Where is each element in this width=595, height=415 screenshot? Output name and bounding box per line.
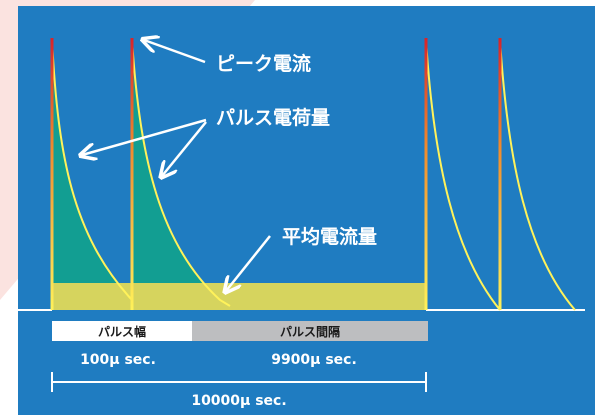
average-current-label: 平均電流量: [282, 225, 377, 248]
pulse-interval-label: パルス間隔: [280, 324, 340, 339]
pulse-width-box: [52, 321, 192, 341]
pulse-interval-box: [192, 321, 428, 341]
pulse-width-label: パルス幅: [98, 324, 146, 339]
average-current-band: [52, 283, 426, 310]
peak-current-label: ピーク電流: [216, 52, 311, 75]
pulse-decay-1: [51, 39, 133, 301]
pulse-edge-4: [498, 38, 502, 310]
pulse-charge-area-2: [132, 40, 220, 310]
pulse-decay-2: [131, 39, 231, 307]
pulse-charge-arrow-2: [162, 121, 207, 176]
pulse-charge-arrow-1: [82, 118, 207, 155]
pulse-interval-time: 9900μ sec.: [271, 352, 357, 368]
pulse-decay-4: [499, 39, 576, 311]
pulse-decay-3: [425, 39, 501, 311]
pulse-edge-2: [130, 38, 134, 310]
pulse-width-time: 100μ sec.: [80, 352, 156, 368]
pulse-edge-3: [424, 38, 428, 310]
period-time: 10000μ sec.: [191, 393, 286, 409]
pulse-charge-area-1: [52, 40, 132, 310]
average-current-arrow: [226, 235, 271, 291]
pulse-charge-label: パルス電荷量: [216, 106, 330, 129]
peak-current-arrow: [144, 40, 206, 64]
pulse-edge-1: [50, 38, 54, 310]
